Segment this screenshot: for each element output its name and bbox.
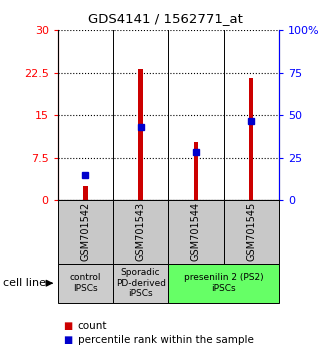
Text: percentile rank within the sample: percentile rank within the sample <box>78 335 253 345</box>
Text: GSM701543: GSM701543 <box>136 202 146 262</box>
Text: ■: ■ <box>63 335 72 345</box>
Bar <box>194 142 198 200</box>
Bar <box>83 186 87 200</box>
Bar <box>139 69 143 200</box>
Text: GSM701544: GSM701544 <box>191 202 201 262</box>
Text: GDS4141 / 1562771_at: GDS4141 / 1562771_at <box>87 12 243 25</box>
Text: GSM701542: GSM701542 <box>81 202 90 262</box>
Text: ■: ■ <box>63 321 72 331</box>
Bar <box>249 78 253 200</box>
Text: count: count <box>78 321 107 331</box>
Text: cell line: cell line <box>3 278 46 288</box>
Text: presenilin 2 (PS2)
iPSCs: presenilin 2 (PS2) iPSCs <box>184 274 263 293</box>
Text: control
IPSCs: control IPSCs <box>70 274 101 293</box>
Text: GSM701545: GSM701545 <box>246 202 256 262</box>
Text: Sporadic
PD-derived
iPSCs: Sporadic PD-derived iPSCs <box>115 268 166 298</box>
